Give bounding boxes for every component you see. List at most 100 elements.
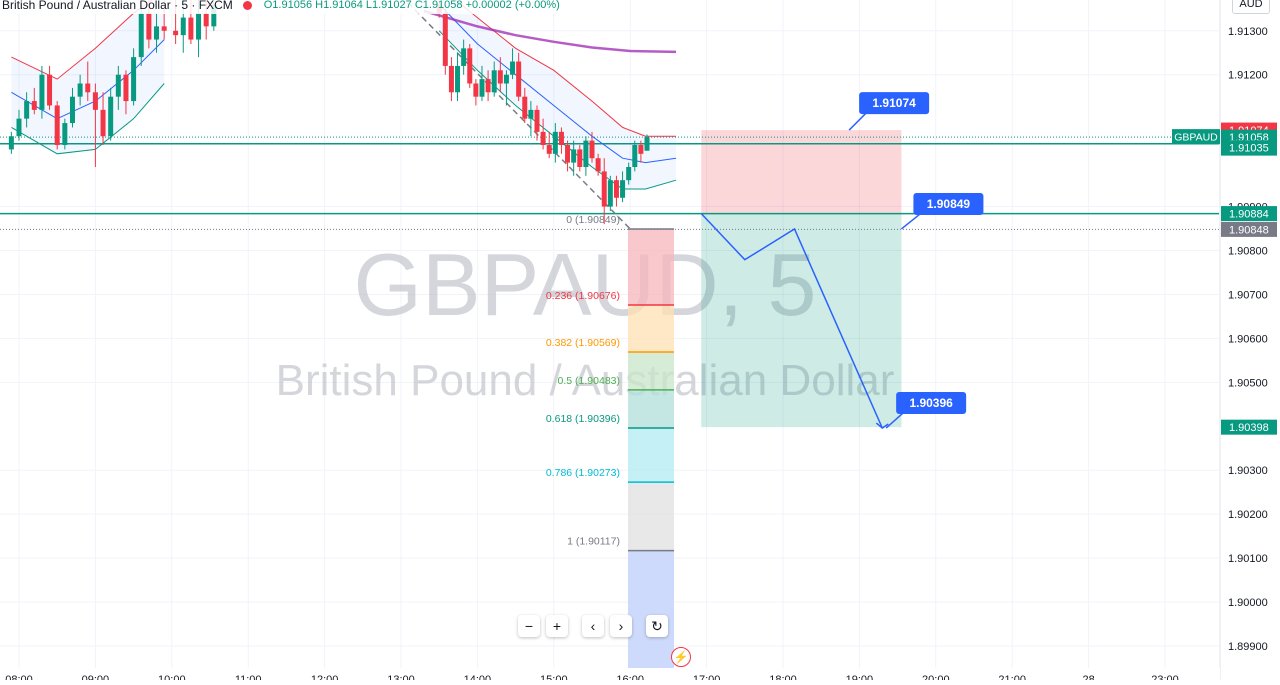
candle-body bbox=[607, 180, 613, 207]
time-tick-label: 13:00 bbox=[387, 674, 415, 680]
fib-band-extension bbox=[628, 550, 674, 668]
price-badge-bg bbox=[1221, 140, 1277, 156]
price-badge-bg bbox=[1221, 206, 1277, 222]
callout-pointer bbox=[885, 411, 905, 429]
fib-level-label: 0.786 (1.90273) bbox=[546, 467, 620, 479]
fib-level-label: 0.236 (1.90676) bbox=[546, 290, 620, 302]
projection-line[interactable] bbox=[700, 213, 883, 429]
price-tick-label: 1.90100 bbox=[1228, 553, 1268, 565]
price-callout[interactable]: 1.91074 bbox=[848, 92, 930, 131]
candle-body bbox=[583, 140, 589, 167]
candle-body bbox=[638, 145, 644, 154]
chart-header: British Pound / Australian Dollar · 5 · … bbox=[0, 0, 560, 14]
candle-body bbox=[77, 83, 83, 97]
candle-body bbox=[589, 140, 595, 159]
candle-body bbox=[571, 149, 577, 163]
candle-body bbox=[467, 48, 473, 84]
time-tick-label: 17:00 bbox=[693, 674, 721, 680]
time-tick-label: 12:00 bbox=[311, 674, 339, 680]
price-tick-label: 1.90000 bbox=[1228, 597, 1268, 609]
fib-level-label: 1 (1.90117) bbox=[567, 536, 620, 548]
candle bbox=[632, 140, 638, 172]
time-tick-label: 21:00 bbox=[998, 674, 1026, 680]
candle-body bbox=[154, 26, 160, 40]
symbol-tag: GBPAUD bbox=[1172, 129, 1220, 145]
fib-band bbox=[628, 304, 674, 353]
candle bbox=[522, 87, 528, 124]
candle bbox=[485, 70, 491, 102]
candle bbox=[442, 8, 448, 75]
candle-body bbox=[485, 79, 491, 93]
price-badge: 1.90848 bbox=[1221, 221, 1277, 237]
candle bbox=[16, 109, 22, 141]
price-callout[interactable]: 1.90396 bbox=[885, 392, 967, 429]
scroll-right-button[interactable]: › bbox=[610, 615, 632, 637]
projection-arrowhead bbox=[875, 422, 889, 429]
candle-body bbox=[479, 79, 485, 97]
candle-body bbox=[601, 171, 607, 207]
candle-body bbox=[131, 57, 137, 102]
candle bbox=[638, 140, 644, 163]
price-badge-label: 1.91035 bbox=[1229, 143, 1269, 155]
candle bbox=[577, 145, 583, 172]
candle-body bbox=[196, 13, 202, 40]
price-tick-label: 1.91300 bbox=[1228, 26, 1268, 38]
candle bbox=[613, 175, 619, 207]
candle-body bbox=[516, 61, 522, 97]
candle bbox=[546, 131, 552, 159]
candle bbox=[644, 134, 650, 151]
callout-pointer bbox=[848, 111, 868, 131]
candle-body bbox=[473, 83, 479, 97]
candle-body bbox=[455, 65, 461, 93]
candle-body bbox=[442, 13, 448, 66]
candle-body bbox=[47, 74, 53, 106]
lightning-icon[interactable]: ⚡ bbox=[671, 647, 691, 667]
candle bbox=[558, 127, 564, 154]
candle-body bbox=[188, 17, 194, 40]
candle-body bbox=[138, 13, 144, 58]
symbol-title[interactable]: British Pound / Australian Dollar · 5 · … bbox=[2, 0, 233, 12]
candle-body bbox=[448, 65, 454, 93]
symbol-tag-bg bbox=[1172, 129, 1220, 145]
currency-button[interactable]: AUD bbox=[1232, 0, 1270, 14]
fib-level-label: 0.5 (1.90483) bbox=[558, 375, 620, 387]
candle bbox=[47, 65, 53, 110]
scroll-left-button[interactable]: ‹ bbox=[582, 615, 604, 637]
candle bbox=[601, 158, 607, 225]
candle bbox=[565, 140, 571, 172]
candle-body bbox=[161, 26, 167, 31]
watermark: GBPAUD, 5 British Pound / Australian Doll… bbox=[276, 235, 895, 405]
price-badge-label: 1.90848 bbox=[1229, 224, 1269, 236]
price-tick-label: 1.90500 bbox=[1228, 377, 1268, 389]
candle bbox=[108, 87, 114, 141]
time-tick-label: 28 bbox=[1082, 674, 1094, 680]
time-tick-label: 16:00 bbox=[616, 674, 644, 680]
candle-body bbox=[595, 158, 601, 172]
chart-navigation-toolbar: − + ‹ › ↻ bbox=[518, 615, 668, 637]
candle-body bbox=[69, 96, 75, 124]
stop-loss-zone[interactable] bbox=[701, 130, 902, 214]
price-badge-bg bbox=[1221, 419, 1277, 435]
candle bbox=[510, 48, 516, 80]
reset-chart-button[interactable]: ↻ bbox=[646, 615, 668, 637]
zoom-out-button[interactable]: − bbox=[518, 615, 540, 637]
candle-body bbox=[115, 74, 121, 97]
zoom-in-button[interactable]: + bbox=[546, 615, 568, 637]
candle-body bbox=[528, 109, 534, 119]
candle-body bbox=[85, 83, 91, 93]
fib-band bbox=[628, 352, 674, 390]
candle-body bbox=[540, 131, 546, 146]
candle bbox=[626, 162, 632, 185]
candle bbox=[69, 87, 75, 128]
price-badge-label: 1.90398 bbox=[1229, 422, 1269, 434]
candle bbox=[8, 131, 14, 154]
price-callout[interactable]: 1.90849 bbox=[900, 192, 984, 230]
candle-body bbox=[522, 96, 528, 119]
candle-body bbox=[54, 105, 60, 146]
candle bbox=[583, 136, 589, 176]
candle bbox=[54, 101, 60, 150]
trend-line[interactable] bbox=[401, 0, 631, 230]
candle-body bbox=[24, 101, 30, 119]
